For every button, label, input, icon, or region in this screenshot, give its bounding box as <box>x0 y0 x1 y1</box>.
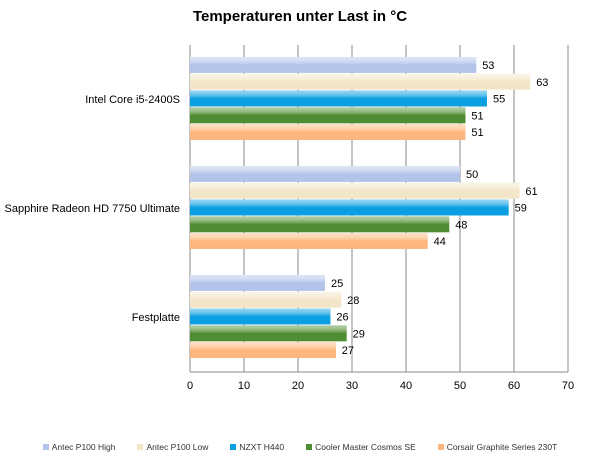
legend-swatch <box>306 444 313 450</box>
legend: Antec P100 High Antec P100 Low NZXT H440 Co… <box>0 442 600 452</box>
bar <box>190 199 509 216</box>
data-label: 26 <box>336 312 348 324</box>
chart-title: Temperaturen unter Last in °C <box>192 8 408 25</box>
legend-swatch <box>437 444 444 450</box>
bar <box>190 90 487 107</box>
legend-label: Corsair Graphite Series 230T <box>446 442 558 452</box>
data-label: 59 <box>515 203 527 215</box>
legend-label: Cooler Master Cosmos SE <box>315 442 416 452</box>
bar <box>190 182 520 199</box>
bar <box>190 233 428 249</box>
category-label: Intel Core i5-2400S <box>85 94 180 106</box>
bar <box>190 308 331 325</box>
x-tick-label: 0 <box>187 380 193 392</box>
bar <box>190 291 342 308</box>
data-label: 28 <box>347 295 359 307</box>
bar <box>190 275 325 291</box>
bar <box>190 216 450 233</box>
x-tick-label: 20 <box>292 380 304 392</box>
x-tick-label: 50 <box>454 380 466 392</box>
data-label: 61 <box>525 186 537 198</box>
data-label: 53 <box>482 60 494 72</box>
bar <box>190 124 466 140</box>
legend-swatch <box>137 444 144 450</box>
bar <box>190 73 531 90</box>
legend-label: Antec P100 High <box>51 442 116 452</box>
legend-item: Cooler Master Cosmos SE <box>306 442 416 452</box>
bar <box>190 342 336 358</box>
x-tick-label: 30 <box>346 380 358 392</box>
data-label: 25 <box>331 278 343 290</box>
legend-item: NZXT H440 <box>230 442 284 452</box>
data-label: 44 <box>434 236 446 248</box>
data-label: 63 <box>536 77 548 89</box>
legend-swatch <box>42 444 49 450</box>
legend-item: Antec P100 High <box>42 442 116 452</box>
category-label: Festplatte <box>132 312 180 324</box>
bar <box>190 325 347 342</box>
bar <box>190 107 466 124</box>
data-label: 27 <box>342 345 354 357</box>
bar <box>190 166 460 182</box>
data-label: 51 <box>471 127 483 139</box>
category-label: Sapphire Radeon HD 7750 Ultimate <box>5 203 181 215</box>
legend-label: NZXT H440 <box>239 442 285 452</box>
legend-item: Corsair Graphite Series 230T <box>437 442 558 452</box>
x-tick-label: 70 <box>562 380 574 392</box>
legend-label: Antec P100 Low <box>146 442 209 452</box>
legend-item: Antec P100 Low <box>137 442 208 452</box>
data-label: 50 <box>466 169 478 181</box>
data-label: 51 <box>471 110 483 122</box>
data-label: 55 <box>493 94 505 106</box>
data-label: 48 <box>455 219 467 231</box>
x-tick-label: 60 <box>508 380 520 392</box>
x-tick-label: 40 <box>400 380 412 392</box>
bar <box>190 57 477 73</box>
legend-swatch <box>230 444 237 450</box>
data-label: 29 <box>353 328 365 340</box>
x-tick-label: 10 <box>238 380 250 392</box>
